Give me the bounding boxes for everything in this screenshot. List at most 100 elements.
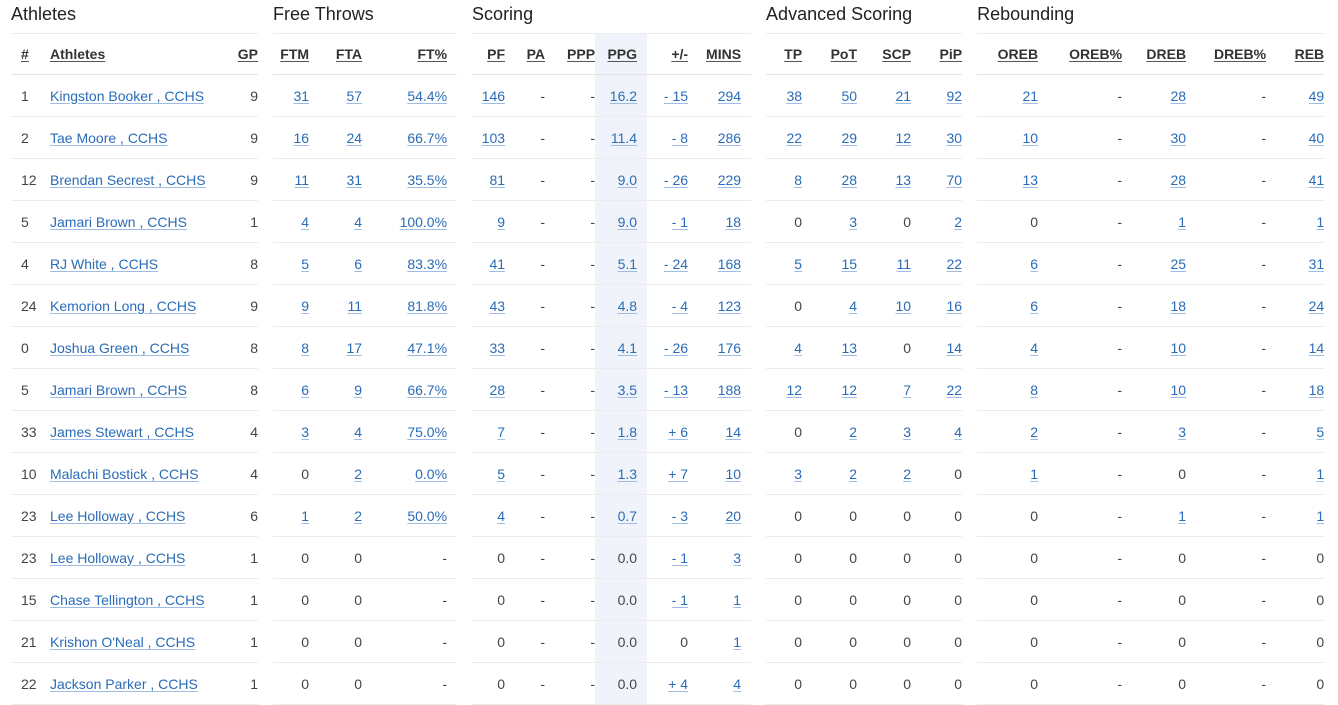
reb-link[interactable]: 5	[1316, 423, 1325, 440]
header-plus-minus[interactable]: +/-	[647, 34, 699, 75]
ppg-link[interactable]: 4.1	[617, 339, 638, 356]
mins-link[interactable]: 10	[725, 465, 742, 482]
ft-pct-link[interactable]: 50.0%	[407, 507, 448, 524]
athlete-link[interactable]: Jackson Parker , CCHS	[50, 675, 198, 692]
ppg-link[interactable]: 16.2	[609, 87, 638, 104]
header-ftm[interactable]: FTM	[273, 34, 310, 75]
pip-link[interactable]: 70	[946, 171, 963, 188]
dreb-link[interactable]: 3	[1178, 423, 1187, 440]
mins-link[interactable]: 1	[733, 591, 742, 608]
plus-minus-link[interactable]: - 1	[671, 213, 689, 230]
athlete-link[interactable]: Lee Holloway , CCHS	[50, 549, 186, 566]
athlete-link[interactable]: Kingston Booker , CCHS	[50, 87, 205, 104]
mins-link[interactable]: 123	[717, 297, 742, 314]
fta-link[interactable]: 17	[346, 339, 363, 356]
tp-link[interactable]: 12	[786, 381, 803, 398]
athlete-link[interactable]: Lee Holloway , CCHS	[50, 507, 186, 524]
mins-link[interactable]: 294	[717, 87, 742, 104]
ft-pct-link[interactable]: 66.7%	[407, 129, 448, 146]
mins-link[interactable]: 14	[725, 423, 742, 440]
reb-link[interactable]: 1	[1316, 507, 1325, 524]
tp-link[interactable]: 3	[794, 465, 803, 482]
reb-link[interactable]: 31	[1308, 255, 1325, 272]
reb-link[interactable]: 18	[1308, 381, 1325, 398]
dreb-link[interactable]: 30	[1170, 129, 1187, 146]
header-pa[interactable]: PA	[505, 34, 546, 75]
oreb-link[interactable]: 4	[1030, 339, 1039, 356]
header-reb[interactable]: REB	[1266, 34, 1325, 75]
header-pot[interactable]: PoT	[802, 34, 858, 75]
ftm-link[interactable]: 3	[301, 423, 310, 440]
ppg-link[interactable]: 9.0	[617, 171, 638, 188]
athlete-link[interactable]: Kemorion Long , CCHS	[50, 297, 197, 314]
pip-link[interactable]: 22	[946, 255, 963, 272]
plus-minus-link[interactable]: - 4	[671, 297, 689, 314]
ftm-link[interactable]: 16	[293, 129, 310, 146]
dreb-link[interactable]: 1	[1178, 507, 1187, 524]
fta-link[interactable]: 6	[354, 255, 363, 272]
ft-pct-link[interactable]: 75.0%	[407, 423, 448, 440]
ppg-link[interactable]: 0.7	[617, 507, 638, 524]
fta-link[interactable]: 57	[346, 87, 363, 104]
ppg-link[interactable]: 3.5	[617, 381, 638, 398]
ft-pct-link[interactable]: 54.4%	[407, 87, 448, 104]
tp-link[interactable]: 38	[786, 87, 803, 104]
header-ft-pct[interactable]: FT%	[362, 34, 458, 75]
plus-minus-link[interactable]: - 26	[663, 339, 689, 356]
scp-link[interactable]: 12	[895, 129, 912, 146]
header-tp[interactable]: TP	[766, 34, 803, 75]
tp-link[interactable]: 4	[794, 339, 803, 356]
pot-link[interactable]: 4	[849, 297, 858, 314]
ftm-link[interactable]: 11	[294, 171, 310, 188]
pot-link[interactable]: 15	[841, 255, 858, 272]
ppg-link[interactable]: 9.0	[617, 213, 638, 230]
fta-link[interactable]: 31	[346, 171, 363, 188]
dreb-link[interactable]: 10	[1170, 381, 1187, 398]
fta-link[interactable]: 24	[346, 129, 363, 146]
reb-link[interactable]: 40	[1308, 129, 1325, 146]
plus-minus-link[interactable]: + 4	[668, 675, 689, 692]
pip-link[interactable]: 30	[946, 129, 963, 146]
pip-link[interactable]: 92	[946, 87, 963, 104]
oreb-link[interactable]: 2	[1030, 423, 1039, 440]
pf-link[interactable]: 81	[489, 171, 506, 188]
header-ppg[interactable]: PPG	[595, 34, 648, 75]
ppg-link[interactable]: 4.8	[617, 297, 638, 314]
header-ppp[interactable]: PPP	[545, 34, 596, 75]
mins-link[interactable]: 229	[717, 171, 742, 188]
ppg-link[interactable]: 1.3	[617, 465, 638, 482]
pot-link[interactable]: 12	[841, 381, 858, 398]
mins-link[interactable]: 3	[733, 549, 742, 566]
athlete-link[interactable]: James Stewart , CCHS	[50, 423, 194, 440]
ftm-link[interactable]: 1	[301, 507, 310, 524]
scp-link[interactable]: 2	[903, 465, 912, 482]
reb-link[interactable]: 49	[1308, 87, 1325, 104]
oreb-link[interactable]: 1	[1030, 465, 1039, 482]
mins-link[interactable]: 176	[717, 339, 742, 356]
pip-link[interactable]: 4	[954, 423, 963, 440]
oreb-link[interactable]: 6	[1030, 255, 1039, 272]
pip-link[interactable]: 2	[954, 213, 963, 230]
plus-minus-link[interactable]: - 8	[671, 129, 689, 146]
header-oreb-pct[interactable]: OREB%	[1038, 34, 1123, 75]
plus-minus-link[interactable]: + 6	[668, 423, 689, 440]
header-oreb[interactable]: OREB	[977, 34, 1039, 75]
oreb-link[interactable]: 13	[1022, 171, 1039, 188]
ftm-link[interactable]: 8	[301, 339, 310, 356]
ftm-link[interactable]: 31	[293, 87, 310, 104]
scp-link[interactable]: 10	[895, 297, 912, 314]
fta-link[interactable]: 11	[347, 297, 363, 314]
tp-link[interactable]: 22	[786, 129, 803, 146]
pf-link[interactable]: 4	[497, 507, 506, 524]
pf-link[interactable]: 7	[497, 423, 506, 440]
fta-link[interactable]: 4	[354, 213, 363, 230]
athlete-link[interactable]: Jamari Brown , CCHS	[50, 213, 187, 230]
ftm-link[interactable]: 6	[301, 381, 310, 398]
mins-link[interactable]: 20	[725, 507, 742, 524]
pot-link[interactable]: 2	[849, 465, 858, 482]
ft-pct-link[interactable]: 35.5%	[407, 171, 448, 188]
plus-minus-link[interactable]: - 15	[663, 87, 689, 104]
ft-pct-link[interactable]: 66.7%	[407, 381, 448, 398]
ft-pct-link[interactable]: 100.0%	[399, 213, 448, 230]
dreb-link[interactable]: 25	[1170, 255, 1187, 272]
